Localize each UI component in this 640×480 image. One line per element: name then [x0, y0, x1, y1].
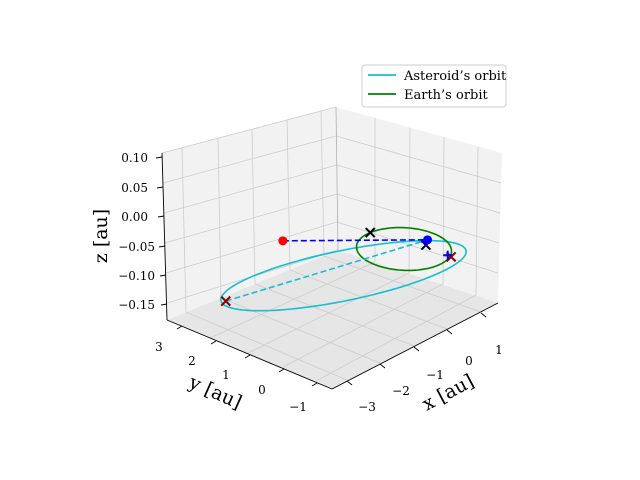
back-pane-left	[162, 107, 338, 320]
y-tick-label: 1	[222, 368, 230, 382]
dot-marker	[278, 236, 288, 246]
tick-marks	[155, 156, 487, 387]
z-axis-label: z [au]	[90, 209, 112, 263]
x-tick-label: 0	[465, 354, 473, 368]
y-tick-label: 3	[155, 340, 163, 354]
x-marker	[220, 295, 231, 307]
z-tick-label: 0.10	[121, 151, 148, 165]
axis-lines	[161, 152, 499, 390]
z-tick-label: −0.05	[118, 240, 155, 254]
x-tick-labels: −3 −2 −1 0 1	[358, 343, 503, 414]
x-tick-label: 1	[495, 343, 503, 357]
x-tick-label: −3	[358, 400, 376, 414]
x-tick-label: −1	[426, 368, 444, 382]
z-tick-label: 0.05	[121, 181, 148, 195]
asteroid-orbit-line	[219, 239, 468, 312]
plus-marker	[443, 250, 453, 260]
transfer-legs	[225, 239, 428, 302]
transfer-leg-1	[282, 239, 428, 242]
z-tick-label: −0.15	[118, 298, 155, 312]
y-axis-label: y [au]	[185, 371, 245, 414]
x-marker	[364, 227, 376, 238]
legend: Asteroid’s orbit Earth’s orbit	[361, 64, 507, 108]
y-tick-labels: 3 2 1 0 −1	[155, 340, 307, 414]
z-tick-label: −0.10	[118, 269, 155, 283]
y-tick-label: −1	[289, 400, 307, 414]
legend-frame	[361, 64, 507, 108]
plus-marker	[421, 237, 431, 247]
y-tick-label: 2	[188, 354, 196, 368]
pane-edges	[335, 106, 339, 251]
y-tick-label: 0	[258, 383, 266, 397]
grid-lines	[161, 106, 502, 382]
z-tick-labels: 0.10 0.05 0.00 −0.05 −0.10 −0.15	[118, 151, 155, 312]
legend-label-earth: Earth’s orbit	[404, 88, 489, 103]
x-tick-label: −2	[392, 384, 410, 398]
markers	[220, 227, 457, 307]
z-tick-label: 0.00	[121, 210, 148, 224]
transfer-leg-0	[225, 239, 428, 302]
back-pane-right	[336, 107, 502, 303]
legend-label-asteroid: Asteroid’s orbit	[403, 69, 507, 84]
